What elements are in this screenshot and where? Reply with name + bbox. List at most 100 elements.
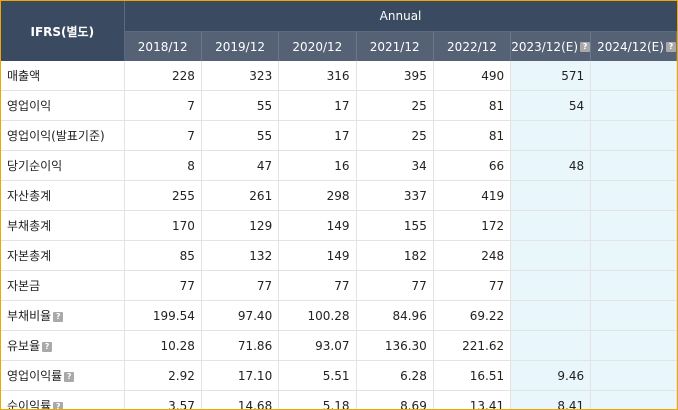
question-icon[interactable]: ? xyxy=(665,42,676,52)
value-cell xyxy=(590,270,677,301)
year-header-3: 2021/12 xyxy=(356,31,434,61)
table-row: 자산총계 255 261 298 337 419 xyxy=(1,180,677,211)
value-cell: 221.62 xyxy=(433,330,512,361)
value-cell: 316 xyxy=(278,61,357,91)
value-cell: 69.22 xyxy=(433,300,512,331)
year-header-6: 2024/12(E)? xyxy=(590,31,677,61)
question-icon[interactable]: ? xyxy=(580,42,590,52)
year-label: 2020/12 xyxy=(292,39,343,54)
value-cell: 97.40 xyxy=(201,300,280,331)
year-header-5: 2023/12(E)? xyxy=(510,31,592,61)
value-cell: 5.51 xyxy=(278,360,357,391)
value-cell xyxy=(590,90,677,121)
table-row: 영업이익(발표기준) 7 55 17 25 81 xyxy=(1,120,677,151)
year-label: 2024/12(E) xyxy=(597,39,664,54)
row-label-cell: 자산총계 xyxy=(1,180,125,211)
value-cell: 8.69 xyxy=(356,390,434,409)
value-cell: 55 xyxy=(201,90,280,121)
year-header-0: 2018/12 xyxy=(124,31,202,61)
year-label: 2019/12 xyxy=(215,39,265,54)
year-label: 2021/12 xyxy=(369,39,420,54)
table-row: 유보율? 10.28 71.86 93.07 136.30 221.62 xyxy=(1,330,677,361)
value-cell: 17 xyxy=(278,120,357,151)
value-cell xyxy=(510,210,592,241)
row-label-cell: 부채총계 xyxy=(1,210,125,241)
period-header: Annual xyxy=(124,1,677,32)
value-cell: 85 xyxy=(124,240,202,271)
table-row: 순이익률? 3.57 14.68 5.18 8.69 13.41 8.41 xyxy=(1,390,677,410)
row-label: 유보율 xyxy=(7,339,41,353)
value-cell: 55 xyxy=(201,120,280,151)
value-cell: 77 xyxy=(278,270,357,301)
row-label: 자산총계 xyxy=(7,189,52,203)
table-corner-label: IFRS(별도) xyxy=(1,1,125,61)
value-cell: 261 xyxy=(201,180,280,211)
table-row: 자본총계 85 132 149 182 248 xyxy=(1,240,677,271)
question-icon[interactable]: ? xyxy=(64,371,75,382)
value-cell: 77 xyxy=(356,270,434,301)
value-cell: 228 xyxy=(124,61,202,91)
question-icon[interactable]: ? xyxy=(42,341,53,352)
value-cell xyxy=(510,240,592,271)
year-label: 2018/12 xyxy=(137,39,188,54)
row-label: 영업이익 xyxy=(7,99,52,113)
year-label: 2023/12(E) xyxy=(511,39,579,54)
table-row: 매출액 228 323 316 395 490 571 xyxy=(1,61,677,91)
value-cell xyxy=(590,180,677,211)
year-header-2: 2020/12 xyxy=(278,31,357,61)
value-cell xyxy=(590,390,677,409)
value-cell: 248 xyxy=(433,240,512,271)
row-label-cell: 당기순이익 xyxy=(1,150,125,181)
value-cell: 14.68 xyxy=(201,390,280,409)
value-cell: 132 xyxy=(201,240,280,271)
value-cell: 8.41 xyxy=(510,390,592,409)
value-cell: 10.28 xyxy=(124,330,202,361)
value-cell: 170 xyxy=(124,210,202,241)
value-cell: 17 xyxy=(278,90,357,121)
row-label-cell: 영업이익 xyxy=(1,90,125,121)
row-label: 영업이익(발표기준) xyxy=(7,129,105,143)
year-label: 2022/12 xyxy=(447,39,497,54)
value-cell: 77 xyxy=(124,270,202,301)
value-cell: 93.07 xyxy=(278,330,357,361)
row-label: 부채비율 xyxy=(7,309,52,323)
value-cell: 71.86 xyxy=(201,330,280,361)
row-label-cell: 유보율? xyxy=(1,330,125,361)
value-cell: 199.54 xyxy=(124,300,202,331)
value-cell: 5.18 xyxy=(278,390,357,409)
row-label: 순이익률 xyxy=(7,399,52,410)
value-cell: 16 xyxy=(278,150,357,181)
value-cell: 149 xyxy=(278,210,357,241)
value-cell: 16.51 xyxy=(433,360,512,391)
value-cell: 25 xyxy=(356,90,434,121)
value-cell: 129 xyxy=(201,210,280,241)
value-cell: 571 xyxy=(510,61,592,91)
question-icon[interactable]: ? xyxy=(53,401,64,409)
value-cell xyxy=(590,240,677,271)
value-cell: 7 xyxy=(124,90,202,121)
value-cell: 100.28 xyxy=(278,300,357,331)
value-cell: 3.57 xyxy=(124,390,202,409)
value-cell: 395 xyxy=(356,61,434,91)
table-row: 영업이익률? 2.92 17.10 5.51 6.28 16.51 9.46 xyxy=(1,360,677,391)
value-cell: 182 xyxy=(356,240,434,271)
value-cell: 337 xyxy=(356,180,434,211)
row-label-cell: 영업이익률? xyxy=(1,360,125,391)
row-label-cell: 영업이익(발표기준) xyxy=(1,120,125,151)
row-label-cell: 부채비율? xyxy=(1,300,125,331)
question-icon[interactable]: ? xyxy=(53,311,64,322)
value-cell: 255 xyxy=(124,180,202,211)
value-cell xyxy=(510,120,592,151)
year-header-4: 2022/12 xyxy=(433,31,512,61)
value-cell: 77 xyxy=(201,270,280,301)
value-cell: 54 xyxy=(510,90,592,121)
row-label: 당기순이익 xyxy=(7,159,63,173)
value-cell: 149 xyxy=(278,240,357,271)
row-label: 영업이익률 xyxy=(7,369,63,383)
value-cell xyxy=(510,270,592,301)
value-cell: 34 xyxy=(356,150,434,181)
value-cell: 136.30 xyxy=(356,330,434,361)
row-label-cell: 매출액 xyxy=(1,61,125,91)
